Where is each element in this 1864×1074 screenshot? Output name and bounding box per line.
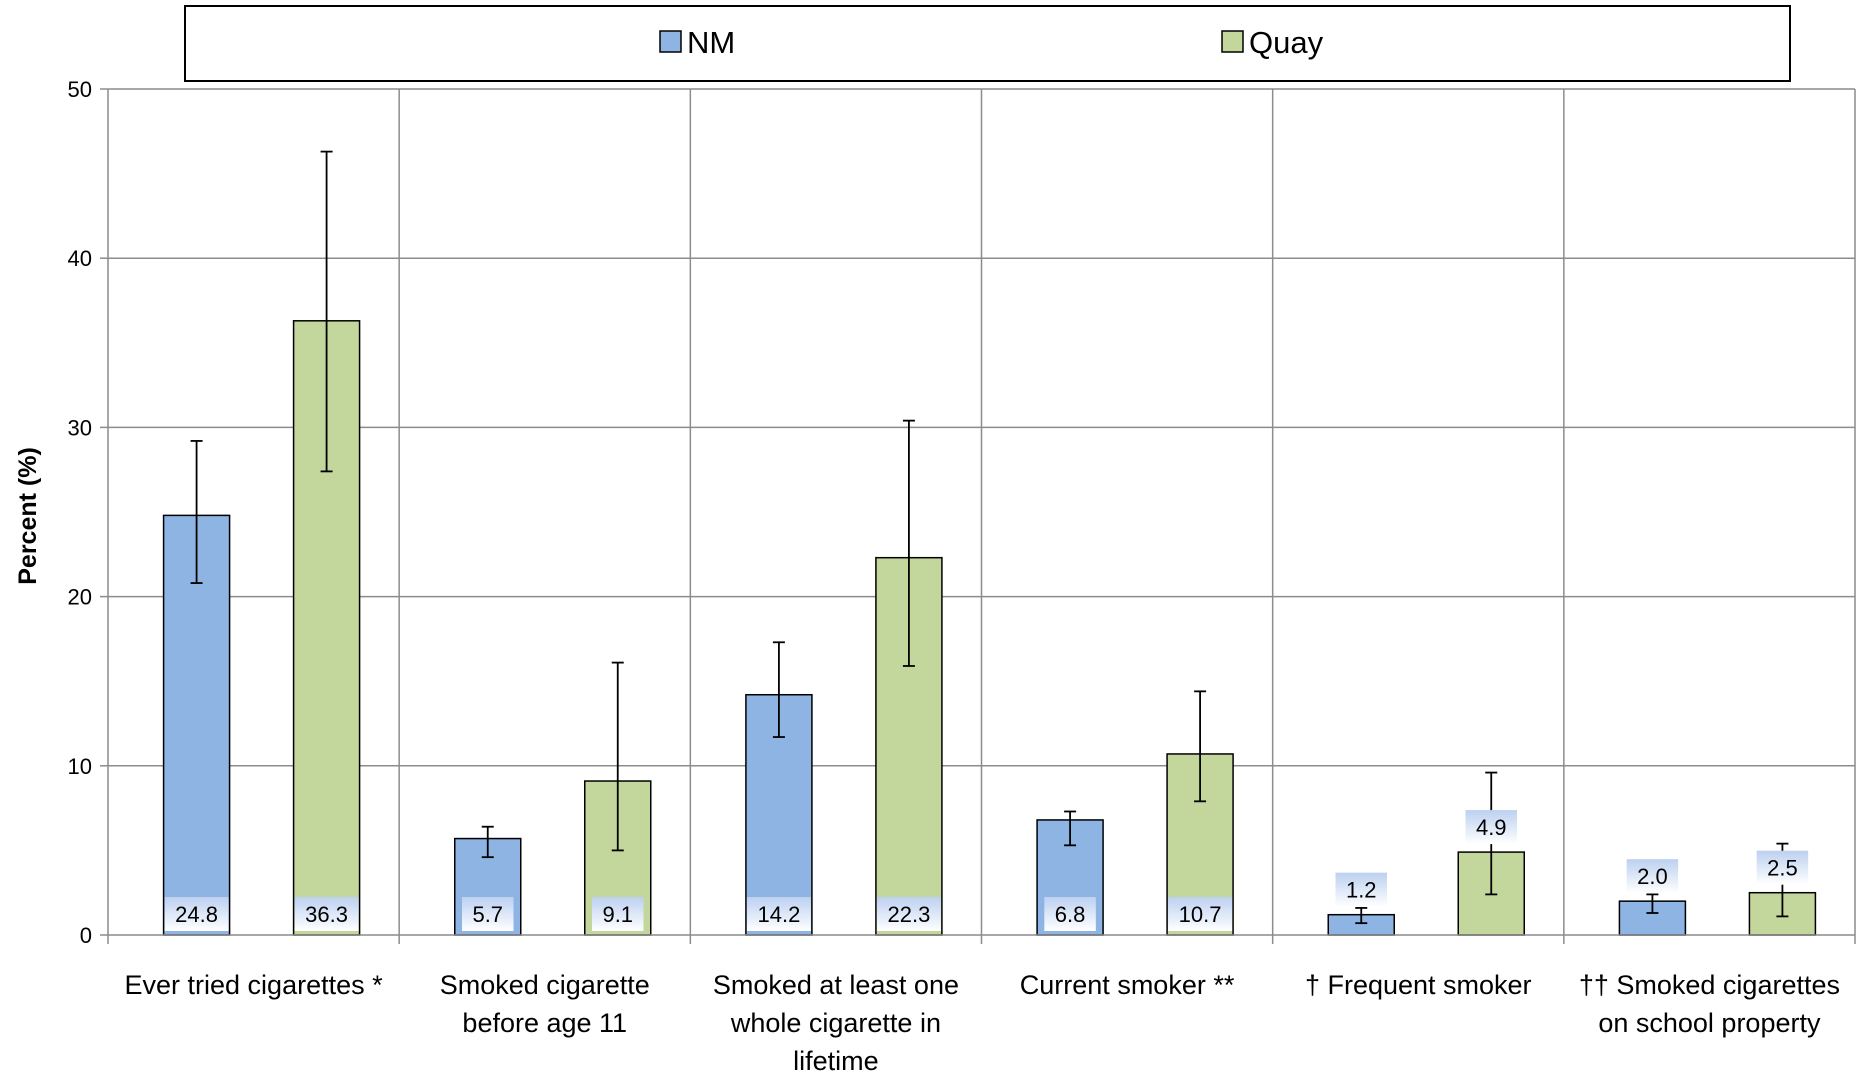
x-category-label: Ever tried cigarettes * (125, 970, 384, 1000)
legend: NM Quay (184, 5, 1791, 82)
legend-swatch-nm (659, 30, 682, 53)
data-labels: 24.8 5.7 14.2 6.8 1.2 2.0 36.3 9.1 22.3 10.7 4.9 2.… (164, 810, 1809, 931)
data-label-bg-nm (1335, 872, 1387, 907)
data-label-nm: 1.2 (1346, 878, 1377, 903)
data-label-bg-quay (294, 897, 359, 931)
data-label-nm: 5.7 (472, 902, 503, 927)
x-category-label: Current smoker ** (1020, 970, 1235, 1000)
data-label-bg-quay (1465, 810, 1517, 845)
x-category-label-line: whole cigarette in (730, 1008, 941, 1038)
data-label-bg-nm (1044, 897, 1096, 931)
data-label-quay: 4.9 (1476, 815, 1507, 840)
error-bars (190, 150, 1789, 925)
data-label-quay: 36.3 (305, 902, 348, 927)
bars (162, 320, 1817, 936)
y-tick-label: 20 (68, 585, 92, 610)
x-category-label: Smoked at least one whole cigarette in lif… (713, 970, 959, 1074)
y-tick-label: 40 (68, 246, 92, 271)
x-category-label-line: †† Smoked cigarettes (1579, 970, 1840, 1000)
data-label-bg-nm (462, 897, 514, 931)
data-label-nm: 24.8 (175, 902, 218, 927)
data-label-bg-quay (1756, 850, 1809, 885)
data-label-bg-quay (1168, 897, 1233, 931)
data-label-bg-nm (1626, 859, 1679, 894)
data-label-bg-quay (876, 897, 941, 931)
x-category-label: † Frequent smoker (1305, 970, 1532, 1000)
data-label-nm: 14.2 (758, 902, 801, 927)
legend-label-nm: NM (687, 25, 735, 60)
x-category-label-line: before age 11 (462, 1008, 627, 1038)
data-label-bg-nm (746, 897, 811, 931)
y-tick-label: 0 (80, 923, 92, 948)
y-tick-label: 50 (68, 77, 92, 102)
y-tick-label: 10 (68, 754, 92, 779)
data-label-nm: 2.0 (1637, 864, 1668, 889)
x-category-label-line: lifetime (793, 1046, 879, 1074)
x-category-label-line: Smoked cigarette (440, 970, 650, 1000)
data-label-quay: 9.1 (602, 902, 633, 927)
y-tick-label: 30 (68, 415, 92, 440)
legend-label-quay: Quay (1249, 25, 1324, 60)
data-label-quay: 2.5 (1767, 856, 1798, 881)
gridlines (108, 88, 1856, 935)
data-label-bg-quay (592, 897, 644, 931)
legend-swatch-quay (1221, 30, 1244, 53)
x-category-label-line: † Frequent smoker (1305, 970, 1532, 1000)
data-label-nm: 6.8 (1055, 902, 1086, 927)
legend-box (184, 5, 1791, 82)
data-label-quay: 10.7 (1179, 902, 1222, 927)
x-category-label-line: Smoked at least one (713, 970, 959, 1000)
x-category-label-line: on school property (1598, 1008, 1821, 1038)
axes: 0 10 20 30 40 50 Ever tried cigarettes * Smoked… (68, 77, 1856, 1074)
y-axis-title: Percent (%) (14, 447, 42, 585)
x-category-label: †† Smoked cigarettes on school property (1579, 970, 1840, 1038)
data-label-bg-nm (164, 897, 229, 931)
x-category-label: Smoked cigarette before age 11 (440, 970, 650, 1038)
data-label-quay: 22.3 (888, 902, 931, 927)
bar-nm (162, 514, 231, 936)
x-category-label-line: Ever tried cigarettes * (125, 970, 384, 1000)
x-category-label-line: Current smoker ** (1020, 970, 1235, 1000)
